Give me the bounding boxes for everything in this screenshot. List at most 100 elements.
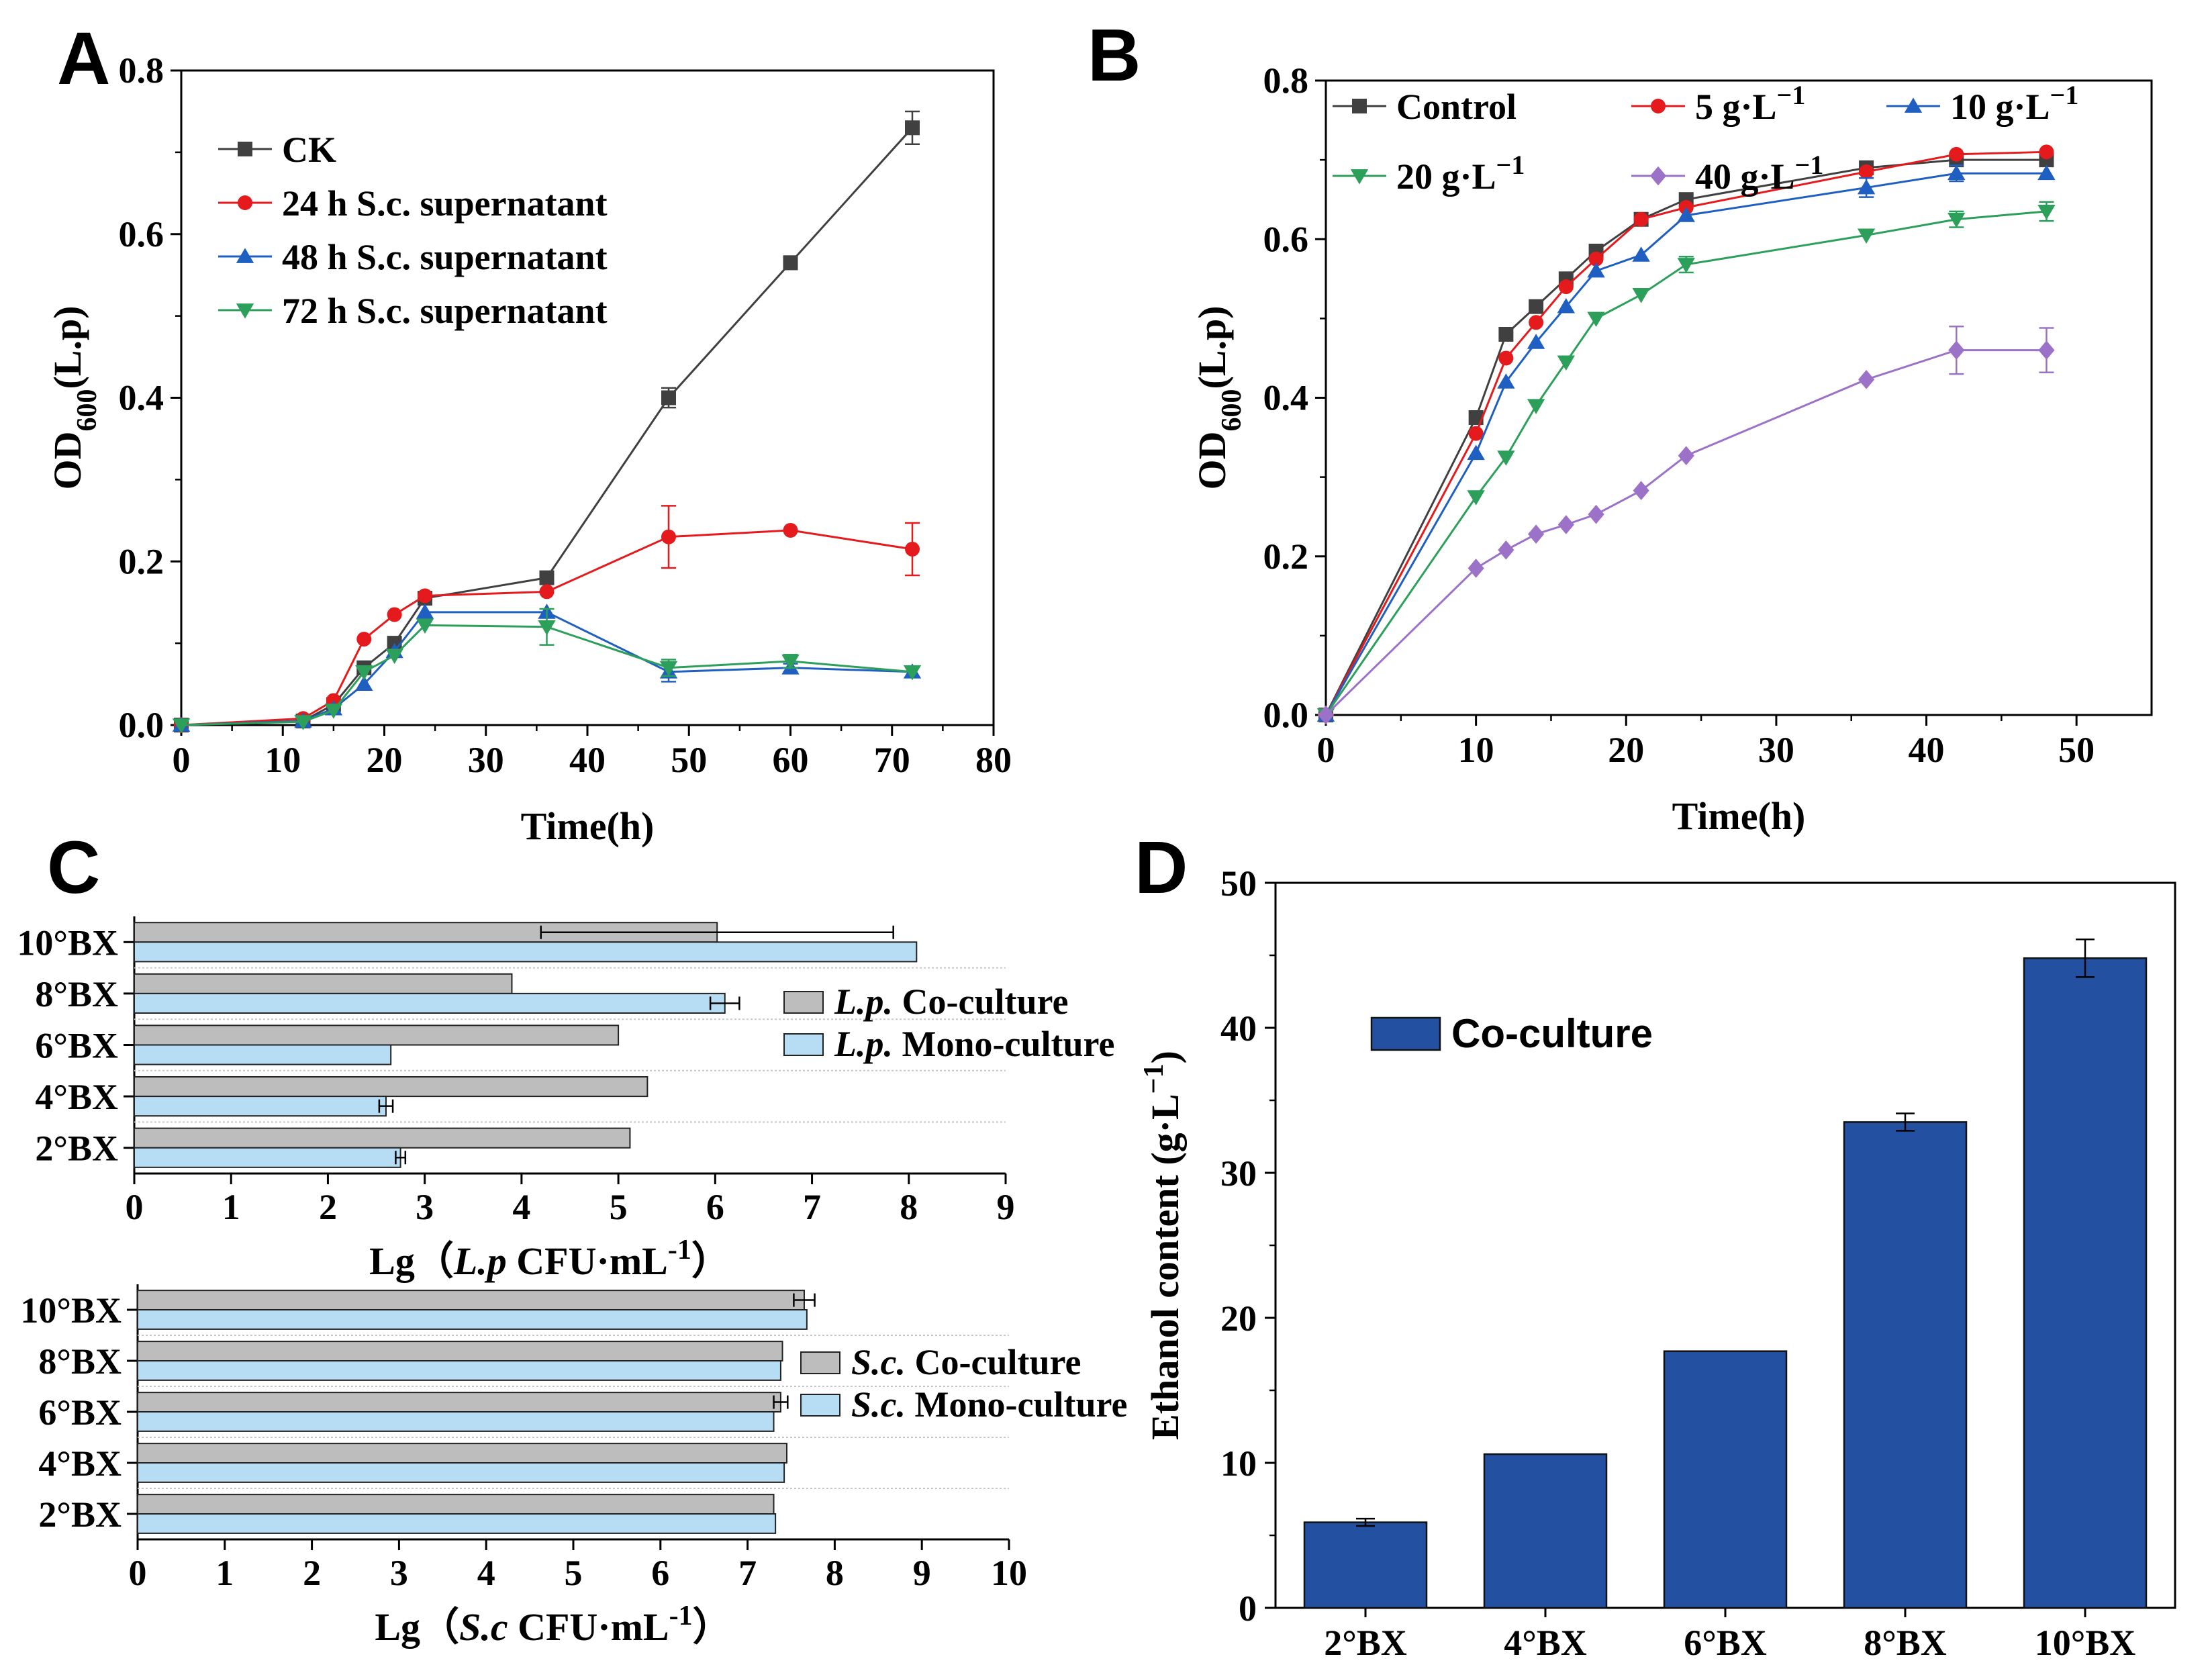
y-tick-label: 4°BX <box>38 1443 122 1484</box>
y-tick-label: 6°BX <box>35 1026 118 1066</box>
x-axis-label-suffix: ） <box>691 1239 730 1283</box>
data-point <box>1857 228 1876 244</box>
y-tick-label: 0.2 <box>119 541 164 581</box>
error-bar <box>1896 1112 1915 1132</box>
legend-label: 40 g·L−1 <box>1695 150 1823 197</box>
x-tick-label: 4°BX <box>1504 1623 1587 1663</box>
series-line <box>181 624 913 726</box>
data-point <box>905 120 920 136</box>
data-point <box>905 541 920 557</box>
legend-label-text: Co-culture <box>893 982 1068 1022</box>
x-axis-label-organism: L.p <box>453 1239 507 1283</box>
x-tick-label: 30 <box>468 740 504 780</box>
x-axis-label: Lg（S.c CFU·mL-1） <box>375 1600 731 1649</box>
chart-panel-b: 0 10 20 30 40 50 0.0 0.2 0.4 0.6 0.8 Time(h) OD600(L… <box>1190 60 2153 838</box>
x-tick-label: 0 <box>1317 730 1335 770</box>
data-point <box>294 715 312 730</box>
bar <box>137 1360 781 1381</box>
y-axis-label-main: OD <box>46 432 89 490</box>
legend-label-main: 40 g·L <box>1695 156 1795 197</box>
legend-label: 72 h S.c. supernatant <box>282 291 608 331</box>
y-tick-label: 40 <box>1220 1008 1257 1049</box>
series-3: 20 g·L−1 <box>1316 150 2056 724</box>
x-tick-label: 9 <box>997 1187 1015 1227</box>
legend-label-main: Control <box>1396 87 1517 127</box>
x-tick-label: 70 <box>874 740 910 780</box>
x-tick-label: 6 <box>651 1553 669 1593</box>
legend-label-main: 5 g·L <box>1695 87 1777 127</box>
y-tick-label: 0.8 <box>1263 60 1309 101</box>
legend-label-text: Co-culture <box>906 1342 1081 1382</box>
data-point <box>783 522 798 538</box>
legend-label-text: 48 h S.c. supernatant <box>282 237 608 277</box>
y-axis-label-superscript: −1 <box>1139 1063 1169 1094</box>
chart-panel-c-sc: 0 1 2 3 4 5 6 7 8 9 10 10°BX 8°BX 6°BX 4°BX 2°BX Lg（S.c … <box>20 1284 1127 1649</box>
bar <box>137 1443 788 1464</box>
data-point <box>1949 146 1964 162</box>
x-axis-label-unit: CFU·mL <box>507 1239 668 1283</box>
data-point <box>661 390 676 405</box>
x-axis-label-suffix: ） <box>693 1605 732 1649</box>
x-tick-label: 9 <box>913 1553 931 1593</box>
bar <box>134 1147 401 1168</box>
y-tick-label: 10°BX <box>20 1290 122 1331</box>
chart-panel-a: 0 10 20 30 40 50 60 70 80 0.0 0.2 0.4 0.6 0.8 Time(h) O… <box>46 50 1012 848</box>
x-tick-label: 8 <box>826 1553 844 1593</box>
legend-label-text: 24 h S.c. supernatant <box>282 183 608 224</box>
data-point <box>1527 524 1545 544</box>
data-point <box>416 618 434 634</box>
series-line <box>1325 150 2047 716</box>
legend-label-superscript: −1 <box>1496 150 1525 180</box>
x-tick-label: 10 <box>265 740 301 780</box>
y-tick-label: 0.6 <box>1263 219 1309 259</box>
data-point <box>356 632 372 647</box>
data-point <box>1529 299 1544 314</box>
data-point <box>903 665 922 681</box>
legend-label-organism: S.c. <box>851 1342 906 1382</box>
data-point <box>2039 144 2054 160</box>
data-point <box>416 604 434 619</box>
legend-swatch <box>1370 1016 1441 1051</box>
data-point <box>1588 251 1604 267</box>
bar <box>137 1462 785 1483</box>
error-bar <box>2076 938 2095 978</box>
data-point <box>2038 340 2055 360</box>
x-axis-label-prefix: Lg（ <box>375 1605 459 1649</box>
y-tick-label: 0.0 <box>119 705 164 745</box>
data-point <box>355 675 373 691</box>
y-tick-label: 30 <box>1220 1153 1257 1194</box>
y-axis-label: OD600(L.p) <box>1190 305 1247 489</box>
y-axis-label-tail: ) <box>1143 1051 1187 1063</box>
data-point <box>1468 410 1484 426</box>
legend-marker <box>238 195 252 210</box>
data-point <box>324 704 343 719</box>
data-point <box>661 529 676 544</box>
data-point <box>418 588 432 604</box>
bar <box>137 1341 783 1361</box>
data-point <box>539 570 555 585</box>
bar <box>134 992 726 1014</box>
series-line <box>1325 158 2047 716</box>
error-bar <box>709 996 740 1010</box>
data-point <box>1677 258 1695 273</box>
y-tick-label: 10°BX <box>17 922 118 963</box>
legend-label: CK <box>282 130 336 170</box>
data-point <box>1947 212 1966 228</box>
y-tick-label: 8°BX <box>35 974 118 1014</box>
y-tick-label: 2°BX <box>38 1494 122 1535</box>
data-point <box>387 607 402 622</box>
chart-panel-c-lp: 0 1 2 3 4 5 6 7 8 9 10°BX 8°BX 6°BX 4°BX 2°BX Lg（L.p CF… <box>17 916 1114 1283</box>
x-tick-label: 2 <box>319 1187 337 1227</box>
x-tick-label: 40 <box>569 740 606 780</box>
data-point <box>783 255 798 271</box>
bar <box>2023 957 2148 1609</box>
x-axis-label-superscript: -1 <box>668 1235 691 1265</box>
data-point <box>1468 559 1484 578</box>
series-line <box>181 127 914 726</box>
bar <box>137 1290 805 1310</box>
legend-label: 10 g·L−1 <box>1950 80 2078 128</box>
chart-panel-d: 0 10 20 30 40 50 2°BX 4°BX 6°BX 8°BX 10°BX Ethanol … <box>1139 863 2176 1663</box>
legend-marker <box>236 248 254 263</box>
x-axis-label-prefix: Lg（ <box>369 1239 454 1283</box>
x-tick-label: 7 <box>803 1187 821 1227</box>
